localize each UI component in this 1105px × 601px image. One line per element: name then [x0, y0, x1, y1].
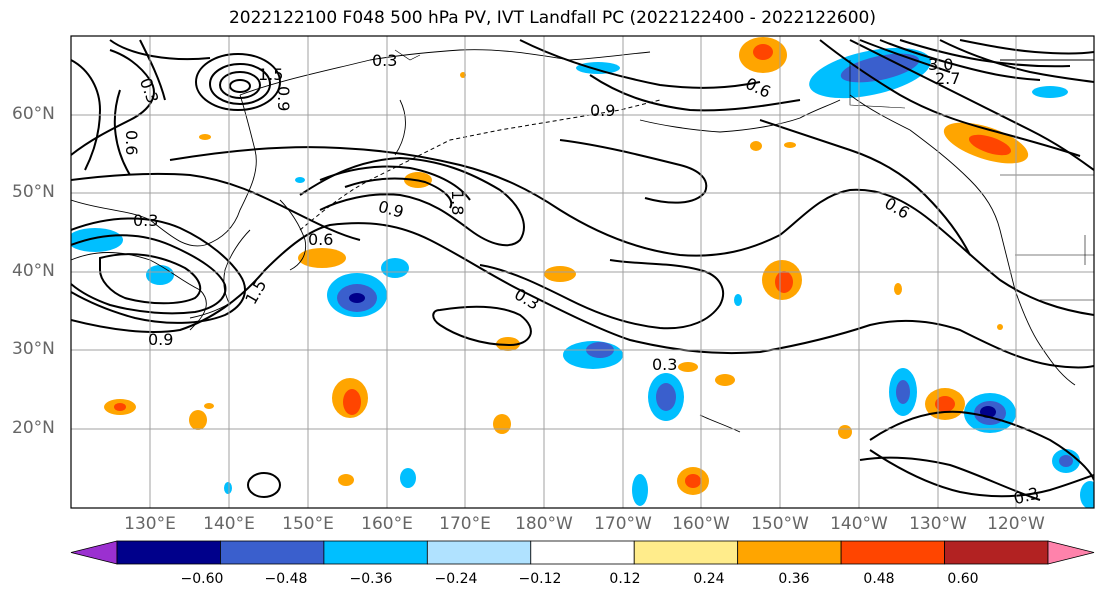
colorbar-segment: [944, 540, 1049, 565]
colorbar-tick: −0.12: [518, 571, 562, 587]
colorbar-tick: 0.12: [609, 571, 641, 587]
contour-label: 0.6: [881, 193, 913, 222]
lon-label: 140°E: [203, 514, 255, 534]
contour-label: 0.3: [652, 355, 677, 374]
colorbar-extend-max: [1047, 540, 1095, 565]
lon-label: 150°E: [282, 514, 334, 534]
ivt-shading: [71, 37, 1094, 508]
lon-label: 150°W: [751, 514, 809, 534]
contour-label: 0.6: [308, 230, 333, 249]
colorbar-segment: [633, 540, 739, 565]
lon-label: 130°E: [124, 514, 176, 534]
colorbar-segment: [116, 540, 221, 565]
lon-label: 130°W: [909, 514, 967, 534]
map-frame: [70, 35, 1095, 509]
lat-label: 30°N: [12, 339, 55, 359]
colorbar-tick: 0.48: [863, 571, 895, 587]
colorbar-tick: 0.60: [947, 571, 979, 587]
lon-label: 160°W: [672, 514, 730, 534]
colorbar-extend-min: [70, 540, 118, 565]
colorbar-segment: [530, 540, 635, 565]
lat-label: 40°N: [12, 261, 55, 281]
colorbar-tick: 0.36: [778, 571, 810, 587]
contour-label: 0.9: [148, 330, 173, 349]
colorbar-segment: [323, 540, 428, 565]
lon-label: 120°W: [987, 514, 1045, 534]
contour-label-group: 0.3 0.6 0.9 1.5 3.0 2.7 1.8 0.3 0.6 0.9 …: [122, 51, 1041, 508]
contour-label: 3.0: [928, 55, 953, 74]
lat-label: 20°N: [12, 418, 55, 438]
pv-contours: [71, 39, 1094, 501]
coastlines: [71, 49, 1094, 433]
contour-label: 0.6: [743, 74, 774, 102]
colorbar-tick: −0.48: [264, 571, 308, 587]
contour-label: 0.9: [274, 86, 293, 111]
contour-label: 0.3: [372, 51, 397, 70]
colorbar: [70, 540, 1095, 565]
colorbar-segment: [426, 540, 532, 565]
colorbar-tick: −0.24: [434, 571, 478, 587]
contour-label: 1.5: [241, 276, 270, 308]
lat-label: 60°N: [12, 104, 55, 124]
date-line: [299, 99, 661, 231]
map-title: 2022122100 F048 500 hPa PV, IVT Landfall…: [228, 8, 876, 28]
contour-label: 1.8: [448, 190, 467, 215]
colorbar-segment: [220, 540, 325, 565]
gridlines: [71, 36, 1094, 508]
map-body: [71, 37, 1094, 508]
contour-label: 0.9: [590, 101, 615, 120]
lon-label: 160°E: [361, 514, 413, 534]
colorbar-segment: [840, 540, 945, 565]
contour-label: 0.3: [133, 211, 158, 230]
lon-label: 170°W: [594, 514, 652, 534]
colorbar-tick: −0.60: [180, 571, 224, 587]
colorbar-tick: −0.36: [349, 571, 393, 587]
lon-label: 180°W: [515, 514, 573, 534]
contour-label: 0.6: [122, 130, 141, 155]
contour-label: 0.9: [376, 197, 406, 222]
lat-label: 50°N: [12, 182, 55, 202]
lon-label: 140°W: [830, 514, 888, 534]
colorbar-tick: 0.24: [693, 571, 725, 587]
lon-label: 170°E: [439, 514, 491, 534]
contour-label: 1.5: [258, 65, 283, 84]
colorbar-segment: [737, 540, 842, 565]
contour-label: 2.7: [935, 69, 960, 88]
